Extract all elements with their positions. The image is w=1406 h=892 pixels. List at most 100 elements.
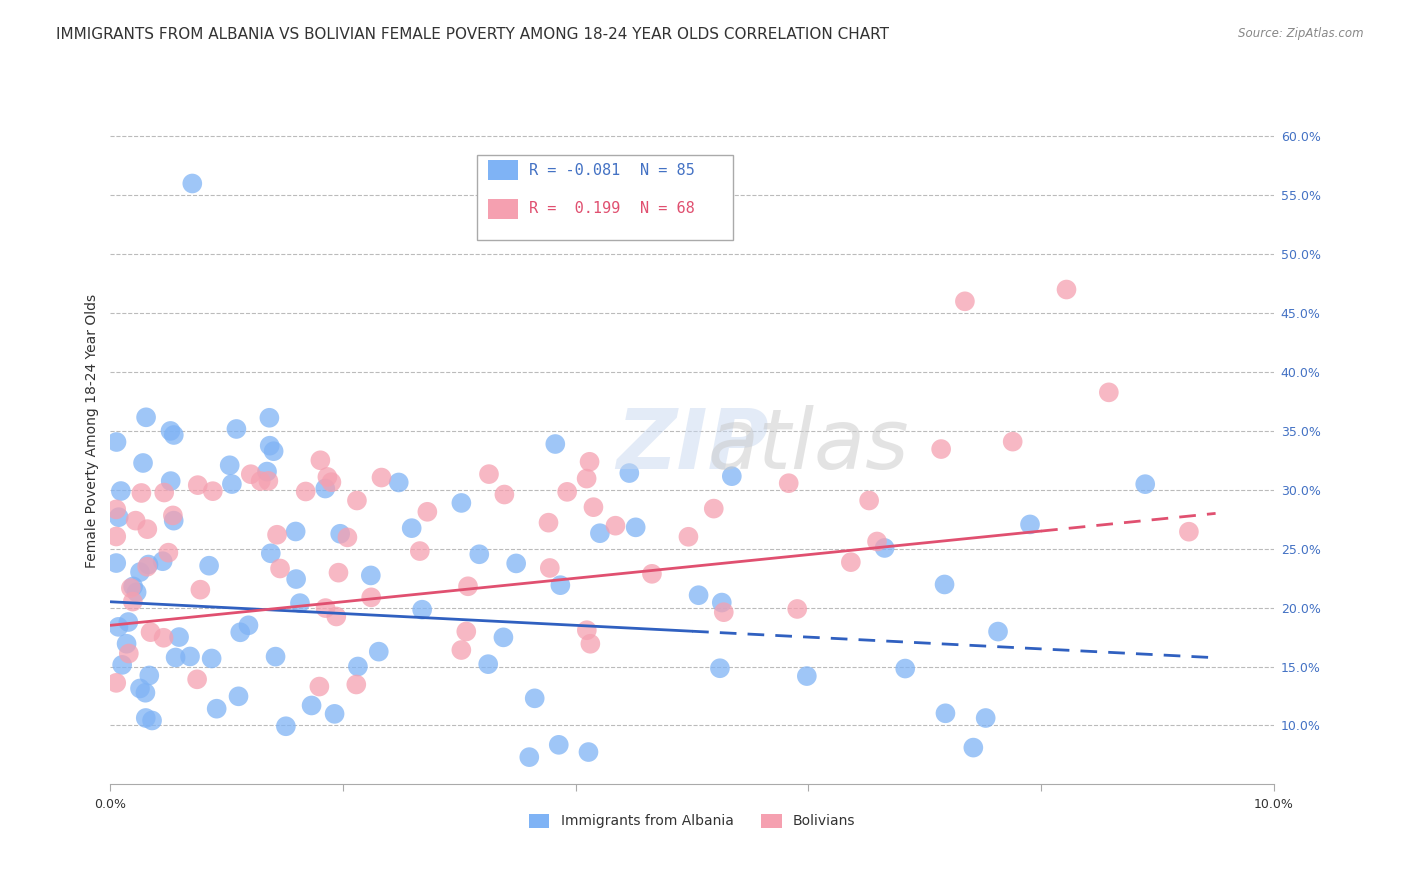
Bar (488, 161, 517, 180)
Point (323, 706, 346, 721)
Point (858, 493, 880, 508)
Point (228, 690, 250, 704)
Point (344, 677, 367, 691)
Bar (488, 199, 517, 219)
Point (1056, 283, 1078, 297)
Point (934, 577, 956, 591)
Point (778, 476, 800, 491)
Point (107, 510, 129, 524)
Point (929, 442, 952, 456)
Point (257, 474, 280, 488)
Point (285, 572, 308, 586)
Point (308, 680, 330, 694)
Point (477, 657, 499, 672)
Point (360, 591, 382, 605)
Point (259, 439, 281, 453)
Text: R =  0.199: R = 0.199 (529, 202, 620, 217)
Point (121, 594, 143, 608)
Point (110, 483, 132, 498)
Point (186, 673, 208, 687)
Point (260, 546, 283, 560)
Point (1178, 524, 1201, 539)
Point (894, 661, 917, 675)
Point (117, 615, 139, 629)
Point (720, 469, 742, 483)
Point (688, 588, 710, 602)
Point (367, 645, 389, 659)
Point (709, 661, 731, 675)
Point (370, 470, 392, 484)
Point (866, 534, 889, 549)
Point (221, 477, 243, 491)
Point (162, 508, 184, 523)
Point (953, 294, 976, 309)
Point (619, 466, 641, 480)
Point (328, 566, 350, 580)
Point (360, 568, 382, 582)
Point (141, 714, 163, 728)
Point (839, 555, 862, 569)
Point (163, 428, 186, 442)
Point (165, 650, 187, 665)
Point (1001, 434, 1024, 449)
Point (157, 546, 180, 560)
Point (122, 579, 145, 593)
Point (152, 554, 174, 568)
Point (1019, 517, 1042, 532)
Point (105, 556, 128, 570)
Text: N = 68: N = 68 (640, 202, 695, 217)
Point (129, 565, 152, 579)
Point (678, 530, 700, 544)
Point (205, 702, 228, 716)
Point (934, 706, 956, 721)
Point (578, 455, 600, 469)
Point (457, 579, 479, 593)
Point (309, 453, 332, 467)
FancyBboxPatch shape (477, 155, 733, 240)
Point (494, 487, 516, 501)
Point (315, 601, 337, 615)
Point (314, 482, 336, 496)
Point (1135, 477, 1157, 491)
Point (555, 484, 578, 499)
Point (115, 637, 138, 651)
Point (105, 676, 128, 690)
Point (316, 470, 339, 484)
Point (589, 526, 612, 541)
Point (786, 602, 808, 616)
Point (301, 698, 323, 713)
Point (139, 625, 162, 640)
Point (181, 177, 204, 191)
Point (239, 467, 262, 482)
Point (138, 668, 160, 682)
Point (190, 582, 212, 597)
Point (266, 527, 288, 541)
Point (336, 530, 359, 544)
Point (456, 624, 478, 639)
Point (401, 521, 423, 535)
Point (346, 493, 368, 508)
Point (249, 474, 271, 488)
Point (550, 578, 572, 592)
Point (167, 630, 190, 644)
Point (962, 740, 984, 755)
Point (118, 647, 141, 661)
Point (136, 522, 159, 536)
Point (478, 467, 501, 482)
Point (450, 496, 472, 510)
Point (713, 605, 735, 619)
Point (329, 526, 352, 541)
Text: ZIP: ZIP (616, 405, 769, 485)
Point (321, 475, 343, 490)
Point (641, 566, 664, 581)
Point (347, 659, 370, 673)
Point (259, 410, 281, 425)
Point (505, 557, 527, 571)
Y-axis label: Female Poverty Among 18-24 Year Olds: Female Poverty Among 18-24 Year Olds (86, 293, 100, 568)
Point (605, 518, 627, 533)
Point (132, 456, 155, 470)
Text: N = 85: N = 85 (640, 162, 695, 178)
Point (159, 424, 181, 438)
Point (229, 625, 252, 640)
Point (582, 500, 605, 515)
